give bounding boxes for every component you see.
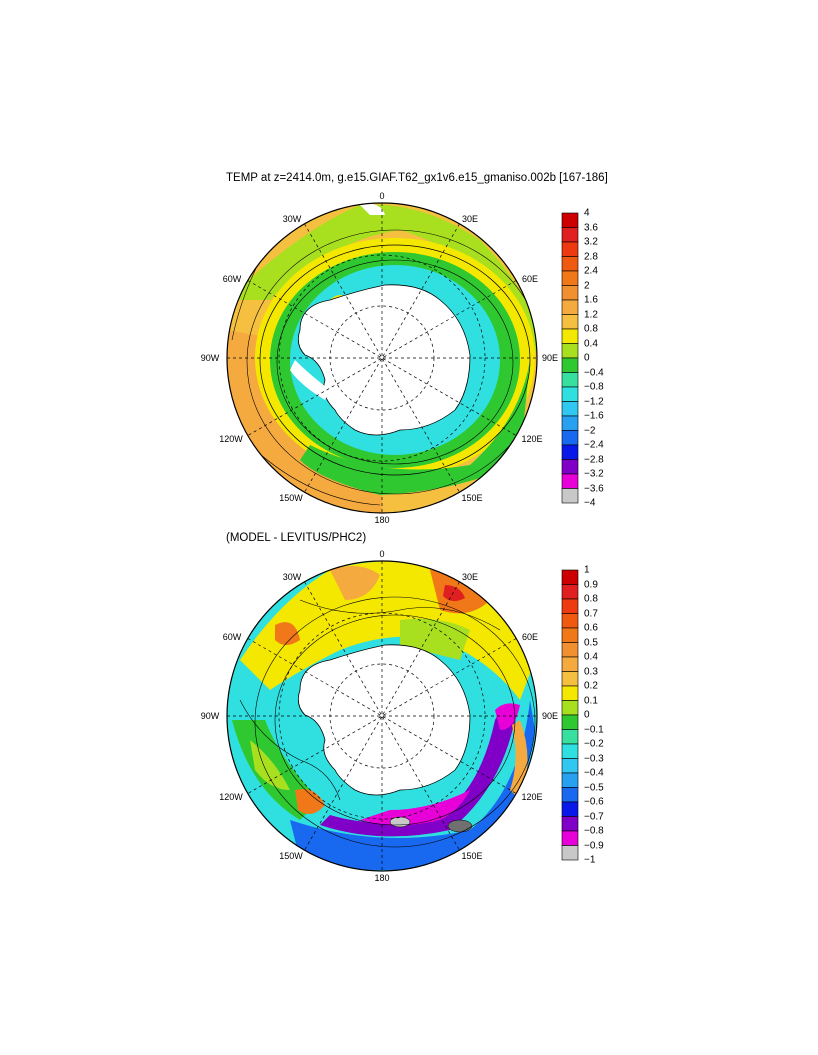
panel1-lon-180: 180 (374, 515, 390, 525)
anom-zone-blue (290, 700, 535, 870)
colorbar-tick-label: −0.8 (584, 381, 604, 393)
panel1-lon-60w: 60W (222, 274, 242, 284)
colorbar-tick-label: −0.4 (584, 767, 604, 779)
colorbar-swatch (561, 627, 579, 643)
colorbar-swatch (561, 830, 579, 846)
colorbar-tick-label: 0 (584, 709, 590, 721)
panel2-graticule (227, 561, 537, 871)
panel1-lon-60e: 60E (521, 274, 539, 284)
colorbar-tick-label: 0.5 (584, 637, 598, 648)
colorbar-tick-label: 0.7 (584, 608, 598, 619)
colorbar-tick-label: 0.8 (584, 323, 598, 335)
colorbar-tick-label: 3.2 (584, 236, 598, 248)
colorbar-swatch (561, 488, 579, 504)
colorbar-swatch (561, 685, 579, 701)
colorbar-swatch (561, 569, 579, 585)
colorbar-tick-label: −0.7 (584, 811, 604, 822)
colorbar-tick-label: −1 (584, 854, 596, 866)
antarctica-landmass (297, 284, 471, 436)
colorbar-tick-label: 2.8 (584, 251, 598, 262)
colorbar-swatch (561, 598, 579, 614)
colorbar-tick-label: −1.6 (584, 410, 604, 422)
colorbar-tick-label: 1.2 (584, 309, 598, 320)
colorbar-tick-label: −3.6 (584, 483, 604, 494)
panel2-lon-150w: 150W (279, 851, 303, 861)
panel1-lon-150e: 150E (461, 493, 483, 503)
colorbar-swatch (561, 743, 579, 759)
panel1-lon-0: 0 (379, 191, 385, 201)
colorbar-swatch (561, 671, 579, 687)
colorbar-tick-label: −0.4 (584, 367, 604, 378)
colorbar-tick-label: −2.4 (584, 439, 604, 451)
colorbar-tick-label: −1.2 (584, 396, 604, 407)
panel2-lon-30e: 30E (461, 572, 479, 582)
panel2-lon-180: 180 (374, 873, 390, 883)
colorbar-tick-label: 0.4 (584, 338, 598, 349)
colorbar-swatch (561, 729, 579, 745)
colorbar-tick-label: 2 (584, 280, 590, 291)
panel2-lon-60w: 60W (222, 632, 242, 642)
panel1-lon-90e: 90E (541, 353, 559, 363)
colorbar-swatch (561, 642, 579, 658)
colorbar-tick-label: 0.4 (584, 651, 598, 663)
panel1-map-border (226, 202, 538, 514)
colorbar-tick-label: −0.3 (584, 753, 604, 764)
panel2-lon-120e: 120E (521, 792, 543, 802)
colorbar-swatch (561, 714, 579, 730)
colorbar-tick-label: 1 (584, 564, 590, 576)
colorbar-swatch (561, 613, 579, 629)
colorbar-swatch (561, 787, 579, 803)
panel2-lon-150e: 150E (461, 851, 483, 861)
panel2-map-border (226, 560, 538, 872)
colorbar-swatch (561, 801, 579, 817)
panel1-lon-30w: 30W (282, 214, 302, 224)
panel2-lon-30w: 30W (282, 572, 302, 582)
colorbar-tick-label: −0.9 (584, 840, 604, 851)
colorbar-tick-label: −2 (584, 425, 596, 436)
colorbar-swatch (561, 584, 579, 600)
colorbar-tick-label: −4 (584, 497, 596, 509)
colorbar-tick-label: 2.4 (584, 265, 598, 277)
panel2-title: (MODEL - LEVITUS/PHC2) (226, 532, 367, 544)
colorbar-tick-label: 1.6 (584, 294, 598, 306)
colorbar-tick-label: 0.8 (584, 593, 598, 605)
panel2-lon-120w: 120W (219, 792, 243, 802)
colorbar-swatch (561, 700, 579, 716)
colorbar-tick-label: 0.6 (584, 622, 598, 634)
colorbar-tick-label: 4 (584, 207, 590, 219)
colorbar-tick-label: 0.2 (584, 680, 598, 692)
colorbar-tick-label: 0 (584, 352, 590, 364)
panel2-lon-60e: 60E (521, 632, 539, 642)
colorbar-swatch (561, 656, 579, 672)
colorbar-swatch (561, 772, 579, 788)
colorbar-tick-label: 0.3 (584, 666, 598, 677)
colorbar-tick-label: 3.6 (584, 222, 598, 233)
colorbar-swatch (561, 816, 579, 832)
panel2-lon-90e: 90E (541, 711, 559, 721)
colorbar-tick-label: 0.9 (584, 579, 598, 590)
panel2-colorbar (561, 569, 579, 861)
colorbar-tick-label: −0.2 (584, 738, 604, 750)
panel1-lon-30e: 30E (461, 214, 479, 224)
colorbar-swatch (561, 845, 579, 861)
panel1-lon-150w: 150W (279, 493, 303, 503)
colorbar-tick-label: −0.5 (584, 782, 604, 793)
panel1-lon-120e: 120E (521, 434, 543, 444)
colorbar-tick-label: −2.8 (584, 454, 604, 465)
panel1-lon-120w: 120W (219, 434, 243, 444)
panel1-lon-90w: 90W (200, 353, 220, 363)
colorbar-tick-label: −0.8 (584, 825, 604, 837)
panel1-graticule (227, 203, 537, 513)
colorbar-tick-label: −0.6 (584, 796, 604, 808)
colorbar-swatch (561, 758, 579, 774)
colorbar-tick-label: −3.2 (584, 468, 604, 480)
panel1-title: TEMP at z=2414.0m, g.e15.GIAF.T62_gx1v6.… (226, 172, 608, 184)
colorbar-tick-label: −0.1 (584, 724, 604, 735)
panel2-lon-0: 0 (379, 549, 385, 559)
panel1-colorbar (561, 212, 579, 504)
panel2-lon-90w: 90W (200, 711, 220, 721)
colorbar-tick-label: 0.1 (584, 695, 598, 706)
